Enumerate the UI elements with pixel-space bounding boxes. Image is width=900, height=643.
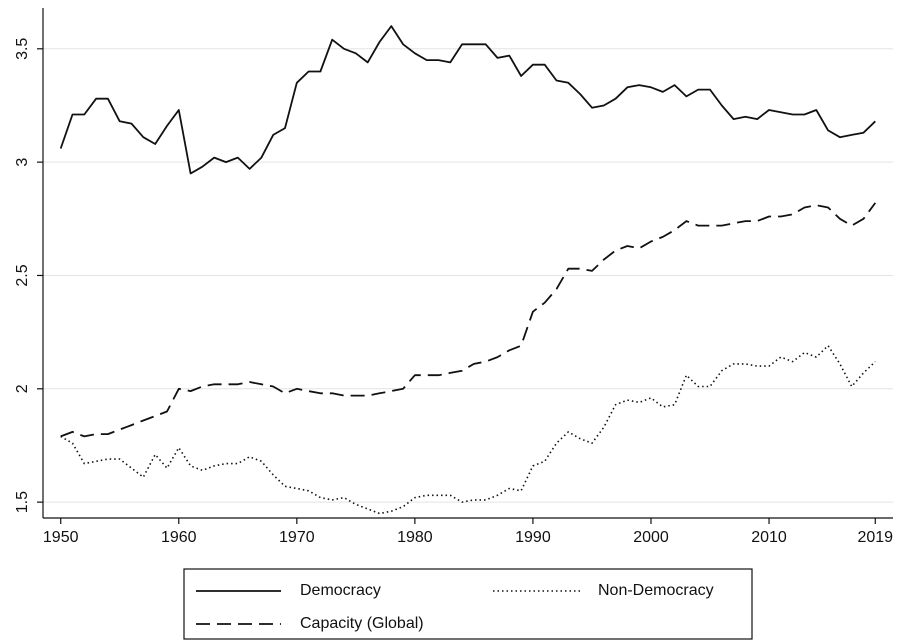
x-tick-label: 1950 <box>43 529 79 546</box>
x-tick-label: 2010 <box>751 529 787 546</box>
legend-box <box>183 568 753 640</box>
y-tick-label: 3 <box>14 158 31 167</box>
x-tick-label: 1990 <box>515 529 551 546</box>
x-tick-label: 2019 <box>857 529 893 546</box>
legend-label: Non-Democracy <box>598 582 714 599</box>
series-line-democracy <box>59 25 876 175</box>
series-line-capacity-global <box>60 202 877 438</box>
x-tick-label: 1960 <box>161 529 197 546</box>
legend-label: Democracy <box>300 582 381 599</box>
legend: Democracy Non-Democracy Capacity (Global) <box>183 568 753 640</box>
y-tick-label: 2 <box>14 384 31 393</box>
legend-label: Capacity (Global) <box>300 615 424 632</box>
y-tick-label: 1.5 <box>14 491 31 513</box>
y-tick-label: 2.5 <box>14 264 31 286</box>
series-line-non-democracy <box>60 344 876 515</box>
axes: 1.5 2 2.5 3 3.5 1950 1960 1970 1980 1990 2000 2010 2… <box>14 8 893 546</box>
series-lines <box>59 25 877 515</box>
x-tick-label: 2000 <box>633 529 669 546</box>
gridlines <box>43 48 893 503</box>
x-tick-label: 1970 <box>279 529 315 546</box>
x-tick-label: 1980 <box>397 529 433 546</box>
y-tick-label: 3.5 <box>14 38 31 60</box>
